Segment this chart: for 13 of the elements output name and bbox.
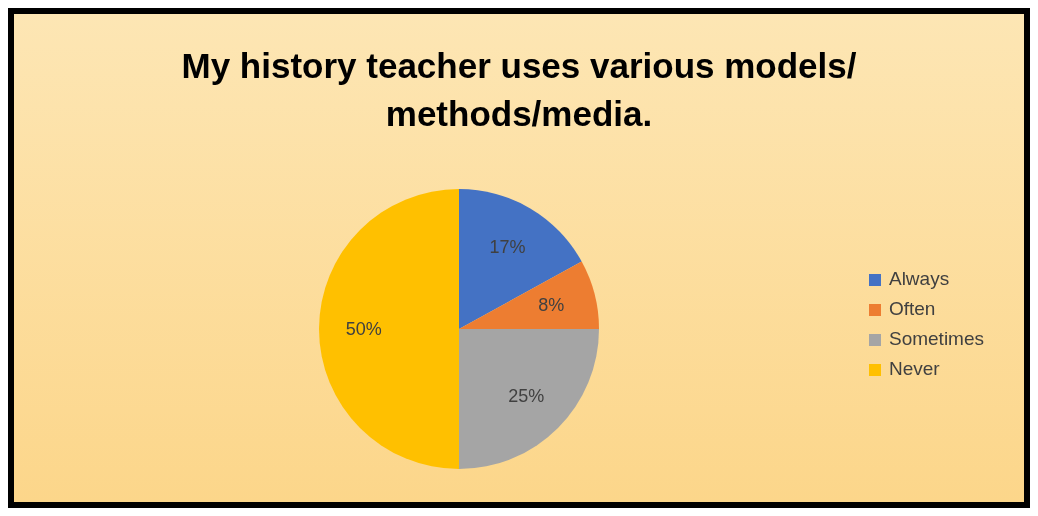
data-label: 8% xyxy=(538,295,565,316)
data-label: 50% xyxy=(345,319,382,339)
pie-slice xyxy=(319,189,459,469)
data-label: 25% xyxy=(508,386,545,407)
pie-slice xyxy=(459,261,599,329)
legend-label: Always xyxy=(888,268,950,289)
legend-label: Sometimes xyxy=(888,328,984,349)
legend-label: Often xyxy=(888,298,936,319)
pie-slice xyxy=(459,189,582,329)
data-label: 17% xyxy=(489,237,526,258)
legend-label: Never xyxy=(888,358,940,379)
pie-slice xyxy=(459,329,599,469)
chart-title: My history teacher uses various models/ methods/media. xyxy=(180,45,858,135)
